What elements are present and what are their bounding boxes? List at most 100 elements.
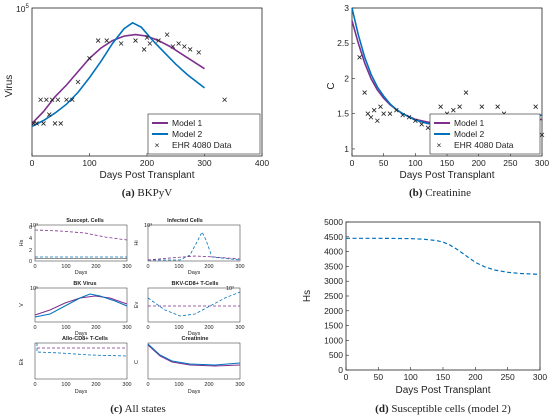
panel-a-data-point bbox=[87, 56, 92, 61]
panel-b-legend-data: EHR 4080 Data bbox=[454, 140, 514, 150]
legend-data-marker: × bbox=[437, 140, 442, 150]
subplot-model2-line bbox=[147, 343, 241, 366]
subplot-y-label: Hs bbox=[19, 239, 25, 246]
panel-d-ytick-label: 0 bbox=[338, 365, 343, 375]
panel-c-all-states: Suscept. Cells 10³ 0 2 4 6 Hs 0 100 200 … bbox=[19, 218, 245, 415]
subplot-x-label: Days bbox=[75, 331, 88, 337]
panel-b-data-point bbox=[378, 104, 383, 109]
panel-d-xtick-label: 200 bbox=[468, 372, 482, 382]
subplot-xtick: 300 bbox=[122, 382, 131, 388]
panel-a-xtick-label: 400 bbox=[255, 158, 269, 168]
panel-a-caption: (a) BKPyV bbox=[122, 187, 172, 199]
panel-a-xtick-label: 100 bbox=[82, 158, 96, 168]
panel-a-legend-model1: Model 1 bbox=[172, 118, 203, 128]
panel-b-xtick-label: 200 bbox=[472, 158, 486, 168]
subplot-model1-line bbox=[147, 344, 241, 367]
panel-b-legend-model1: Model 1 bbox=[454, 118, 485, 128]
panel-a-data-point bbox=[164, 32, 170, 37]
panel-a-xtick-label: 0 bbox=[30, 158, 35, 168]
panel-d-ytick-label: 1500 bbox=[324, 321, 343, 331]
subplot-model2-line bbox=[34, 293, 128, 318]
subplot-y-exponent: 10² bbox=[226, 286, 234, 292]
panel-b-data-point bbox=[413, 118, 418, 124]
panel-d-xtick-label: 0 bbox=[344, 372, 349, 382]
subplot-y-label: Ev bbox=[134, 302, 140, 309]
panel-d-ytick-label: 3000 bbox=[324, 276, 343, 286]
subplot-x-label: Days bbox=[75, 270, 88, 276]
subplot-y-label: Ek bbox=[19, 359, 25, 366]
subplot-xtick: 200 bbox=[204, 264, 213, 270]
subplot-xtick: 300 bbox=[122, 264, 131, 270]
subplot-xtick: 100 bbox=[174, 382, 183, 388]
subplot-xtick: 200 bbox=[91, 325, 100, 331]
panel-b-data-point bbox=[387, 111, 393, 116]
subplot-xtick: 300 bbox=[235, 264, 244, 270]
panel-d-ytick-label: 4000 bbox=[324, 247, 343, 257]
panel-d-axes-box bbox=[345, 221, 541, 371]
subplot-xtick: 300 bbox=[122, 325, 131, 331]
panel-b-data-point bbox=[381, 111, 386, 116]
panel-b-data-point bbox=[438, 104, 443, 109]
panel-b-data-point bbox=[425, 125, 431, 131]
panel-b-legend-model2: Model 2 bbox=[454, 129, 485, 139]
subplot-ytick: 0 bbox=[29, 259, 32, 265]
panel-a-data-point bbox=[46, 112, 52, 117]
panel-a-data-point bbox=[156, 38, 161, 43]
panel-d-ytick-label: 500 bbox=[329, 350, 343, 360]
panel-a-x-label: Days Post Transplant bbox=[99, 170, 194, 181]
panel-a-y-label: Virus bbox=[4, 75, 15, 98]
panel-b-data-point bbox=[451, 107, 456, 113]
panel-a-data-point bbox=[95, 38, 101, 43]
panel-a-data-point bbox=[38, 97, 43, 103]
subplot-ytick: 2 bbox=[29, 248, 32, 254]
subplot-model1-line bbox=[34, 229, 128, 241]
panel-d-hs-line bbox=[346, 237, 541, 275]
panel-d-xtick-label: 150 bbox=[436, 372, 450, 382]
subplot-xtick: 100 bbox=[61, 325, 70, 331]
subplot-suscept-cells: Suscept. Cells 10³ 0 2 4 6 Hs 0 100 200 … bbox=[19, 218, 132, 276]
panel-a-data-point bbox=[52, 121, 58, 126]
panel-d-xtick-label: 100 bbox=[404, 372, 418, 382]
subplot-title: Creatinine bbox=[182, 336, 209, 342]
panel-b-xtick-label: 250 bbox=[503, 158, 517, 168]
panel-b-ytick-label: 1 bbox=[344, 144, 349, 154]
panel-a-model1-line bbox=[31, 33, 205, 124]
subplot-title: BK Virus bbox=[73, 281, 96, 287]
subplot-xtick: 100 bbox=[174, 264, 183, 270]
subplot-title: Allo-CD8+ T-Cells bbox=[62, 336, 108, 342]
subplot-infected-cells: Infected Cells 10³ Hi 0 100 200 300 Days bbox=[134, 218, 245, 276]
subplot-y-label: V bbox=[19, 303, 25, 307]
subplot-xtick: 100 bbox=[61, 264, 70, 270]
panel-d-xtick-label: 300 bbox=[533, 372, 547, 382]
panel-b-ytick-label: 2.5 bbox=[337, 38, 349, 48]
panel-b-model1-line bbox=[351, 20, 543, 125]
panel-b-data-point bbox=[463, 90, 469, 95]
panel-d-y-label: Hs bbox=[302, 290, 313, 302]
subplot-y-label: C bbox=[134, 360, 140, 364]
panel-d-ytick-label: 2500 bbox=[324, 291, 343, 301]
panel-b-ytick-label: 1.5 bbox=[337, 109, 349, 119]
panel-a-y-exponent: 105 bbox=[16, 4, 29, 14]
subplot-ytick: 4 bbox=[29, 236, 32, 242]
panel-a-data-point bbox=[222, 97, 227, 103]
panel-d-ytick-label: 3500 bbox=[324, 261, 343, 271]
panel-a-legend-model2: Model 2 bbox=[172, 129, 203, 139]
panel-d-caption: (d) Susceptible cells (model 2) bbox=[375, 403, 511, 415]
subplot-xtick: 0 bbox=[146, 382, 149, 388]
panel-a-legend: Model 1 Model 2 × EHR 4080 Data bbox=[147, 113, 261, 155]
panel-b-caption: (b) Creatinine bbox=[409, 187, 471, 199]
panel-b-xtick-label: 50 bbox=[379, 158, 389, 168]
panel-d-ytick-label: 1000 bbox=[324, 335, 343, 345]
panel-a-data-point bbox=[44, 97, 49, 103]
subplot-xtick: 200 bbox=[204, 325, 213, 331]
panel-b-data-point bbox=[539, 132, 545, 138]
panel-d-ytick-label: 5000 bbox=[324, 217, 343, 227]
legend-data-marker: × bbox=[155, 140, 160, 150]
subplot-xtick: 0 bbox=[146, 325, 149, 331]
panel-a-data-point bbox=[69, 97, 75, 103]
panel-a-legend-data: EHR 4080 Data bbox=[172, 140, 232, 150]
panel-a-xtick-label: 300 bbox=[197, 158, 211, 168]
panel-b-data-point bbox=[371, 107, 377, 113]
panel-b-creatinine-chart: C 1 1.5 2 2.5 3 0 50 100 150 200 250 300 Days Post… bbox=[326, 3, 549, 199]
